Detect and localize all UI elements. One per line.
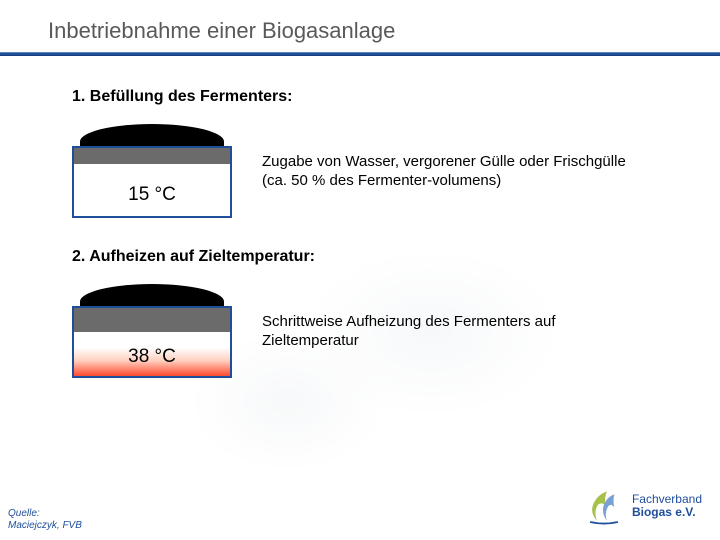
footer-logo: Fachverband Biogas e.V. [582,484,702,528]
fermenter-dome [80,124,224,146]
liquid-layer [74,148,230,164]
section1-row: 15 °C Zugabe von Wasser, vergorener Güll… [72,124,680,218]
section1-description: Zugabe von Wasser, vergorener Gülle oder… [262,152,642,191]
fermenter-diagram-1: 15 °C [72,124,232,218]
source-value: Maciejczyk, FVB [8,520,82,531]
fermenter-diagram-2: 38 °C [72,284,232,378]
temperature-label-1: 15 °C [74,184,230,206]
source-citation: Quelle: Maciejczyk, FVB [8,508,82,532]
logo-text: Fachverband Biogas e.V. [632,493,702,519]
temperature-label-2: 38 °C [74,346,230,368]
slide-title: Inbetriebnahme einer Biogasanlage [48,18,720,44]
liquid-layer [74,308,230,332]
source-label: Quelle: [8,508,40,519]
section1-heading: 1. Befüllung des Fermenters: [72,88,680,106]
slide-header: Inbetriebnahme einer Biogasanlage [0,0,720,52]
slide-content: 1. Befüllung des Fermenters: 15 °C Zugab… [0,56,720,378]
fermenter-tank: 15 °C [72,146,232,218]
section2-row: 38 °C Schrittweise Aufheizung des Fermen… [72,284,680,378]
logo-line2: Biogas e.V. [632,506,702,519]
section2-heading: 2. Aufheizen auf Zieltemperatur: [72,248,680,266]
fermenter-dome [80,284,224,306]
biogas-logo-icon [582,484,626,528]
section2-description: Schrittweise Aufheizung des Fermenters a… [262,312,642,351]
fermenter-tank: 38 °C [72,306,232,378]
